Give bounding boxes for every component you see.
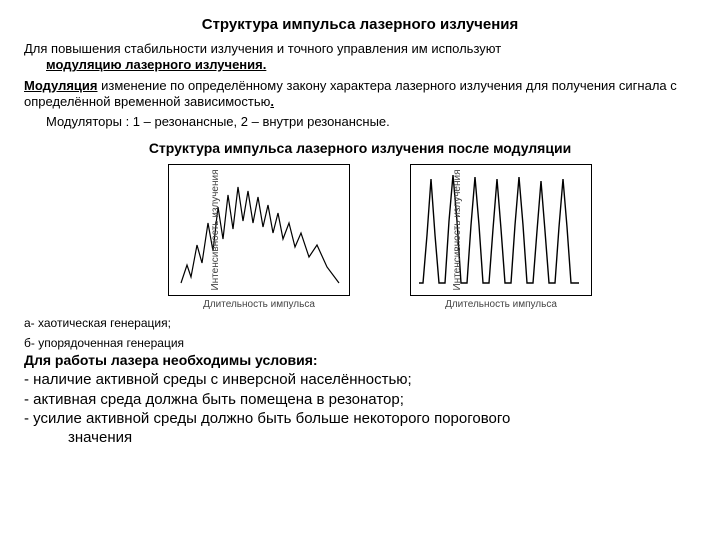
chart-b-svg (411, 165, 591, 295)
modulators-line: Модуляторы : 1 – резонансные, 2 – внутри… (24, 114, 696, 130)
chart-a-path (181, 187, 339, 283)
chart-a-block: Интенсивность излучения Длительность имп… (168, 164, 350, 310)
condition-3-cont: значения (24, 429, 696, 446)
conditions-heading-text: Для работы лазера необходимы условия: (24, 352, 318, 368)
chart-a-box: Интенсивность излучения (168, 164, 350, 296)
subtitle: Структура импульса лазерного излучения п… (24, 140, 696, 156)
chart-b-block: Интенсивность излучения Длительность имп… (410, 164, 592, 310)
chart-b-box: Интенсивность излучения (410, 164, 592, 296)
chart-b-path (419, 175, 579, 283)
chart-b-ylabel: Интенсивность излучения (452, 170, 463, 291)
para1-text: Для повышения стабильности излучения и т… (24, 41, 501, 56)
chart-a-xlabel: Длительность импульса (168, 299, 350, 310)
conditions-heading: Для работы лазера необходимы условия: (24, 352, 696, 368)
condition-3: - усилие активной среды должно быть боль… (24, 409, 696, 429)
chart-a-ylabel: Интенсивность излучения (210, 170, 221, 291)
charts-row: Интенсивность излучения Длительность имп… (64, 164, 696, 310)
para2-dot: . (270, 94, 274, 109)
para2-term: Модуляция (24, 78, 97, 93)
chart-a-svg (169, 165, 349, 295)
para2-text: изменение по определённому закону характ… (24, 78, 677, 109)
caption-a: а- хаотическая генерация; (24, 316, 696, 330)
paragraph-definition: Модуляция изменение по определённому зак… (24, 78, 696, 111)
chart-b-xlabel: Длительность импульса (410, 299, 592, 310)
para1-term: модуляцию лазерного излучения. (46, 57, 266, 72)
condition-1: - наличие активной среды с инверсной нас… (24, 370, 696, 390)
caption-b: б- упорядоченная генерация (24, 336, 696, 350)
condition-2: - активная среда должна быть помещена в … (24, 390, 696, 410)
paragraph-modulation: Для повышения стабильности излучения и т… (24, 41, 696, 74)
page-title: Структура импульса лазерного излучения (24, 16, 696, 33)
